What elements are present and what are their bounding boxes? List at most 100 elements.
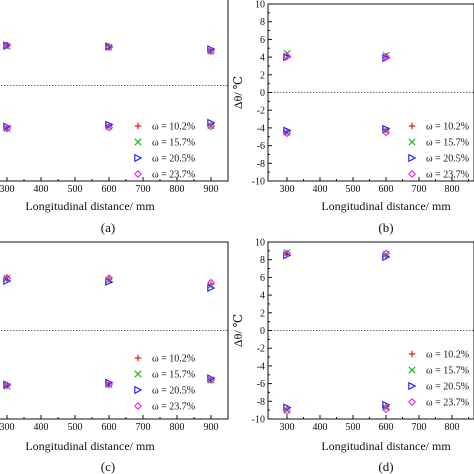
x-tick-label: 300: [0, 422, 15, 433]
data-point-diamond: [382, 249, 390, 258]
y-tick-label: -4: [257, 123, 265, 134]
plot-frame: [0, 241, 229, 420]
legend-entry: ω = 15.7%: [152, 370, 195, 381]
legend-marker-triangle-right: [134, 153, 143, 163]
x-tick-label: 600: [379, 184, 394, 195]
legend-entry: ω = 10.2%: [152, 122, 195, 133]
legend-entry: ω = 23.7%: [152, 170, 195, 181]
y-tick-label: 0: [260, 88, 265, 99]
y-tick-label: 0: [260, 326, 265, 337]
y-axis-title: Δθ/ ℃: [231, 76, 245, 109]
data-point-diamond: [207, 278, 215, 287]
y-tick-label: 6: [260, 35, 265, 46]
legend-entry: ω = 23.7%: [426, 398, 469, 409]
data-point-diamond: [3, 124, 11, 133]
data-point-diamond: [105, 274, 113, 283]
data-point-diamond: [283, 129, 291, 138]
x-axis-title: Longitudinal distance/ mm: [321, 199, 451, 213]
x-tick-label: 400: [313, 184, 328, 195]
data-point-triangle-right: [283, 403, 292, 412]
legend-entry: ω = 20.5%: [426, 154, 469, 165]
legend-entry: ω = 23.7%: [152, 402, 195, 413]
x-tick-label: 400: [34, 184, 49, 195]
legend-marker-plus: [408, 350, 416, 358]
legend-marker-x: [408, 366, 416, 374]
legend: ω = 10.2% ω = 15.7% ω = 20.5% ω = 23.7%: [408, 350, 469, 409]
y-tick-label: 8: [260, 17, 265, 28]
data-point-triangle-right: [283, 126, 292, 135]
x-tick-label: 500: [68, 422, 83, 433]
data-point-triangle-right: [105, 120, 114, 129]
legend-entry: ω = 20.5%: [152, 386, 195, 397]
data-point-diamond: [3, 41, 11, 50]
x-tick-label: 500: [346, 422, 361, 433]
y-tick-label: 4: [260, 53, 265, 64]
y-tick-label: -2: [257, 344, 265, 355]
y-tick-label: -2: [257, 106, 265, 117]
data-point-diamond: [283, 249, 291, 258]
x-tick-label: 400: [34, 422, 49, 433]
x-axis-title: Longitudinal distance/ mm: [321, 439, 451, 453]
x-tick-label: 800: [445, 422, 460, 433]
y-tick-label: -8: [257, 397, 265, 408]
y-axis-title: Δθ/ ℃: [231, 314, 245, 347]
legend-marker-x: [134, 370, 142, 378]
legend: ω = 10.2% ω = 15.7% ω = 20.5% ω = 23.7%: [134, 354, 195, 413]
legend-entry: ω = 10.2%: [152, 354, 195, 365]
legend-marker-diamond: [134, 170, 142, 178]
panel-d: 300 400 500 600 700 800 -10 -8 -6 -4 -2 0 2 4 6 8 10 Δθ/ …: [231, 238, 474, 474]
legend-marker-diamond: [134, 402, 142, 410]
x-tick-label: 300: [0, 184, 15, 195]
legend-entry: ω = 15.7%: [152, 138, 195, 149]
x-tick-label: 600: [102, 184, 117, 195]
legend-entry: ω = 20.5%: [426, 382, 469, 393]
legend: ω = 10.2% ω = 15.7% ω = 20.5% ω = 23.7%: [408, 122, 469, 181]
y-tick-label: -6: [257, 379, 265, 390]
legend-marker-x: [408, 138, 416, 146]
x-tick-label: 800: [445, 184, 460, 195]
data-point-diamond: [207, 376, 215, 385]
x-tick-label: 300: [280, 184, 295, 195]
legend-marker-plus: [134, 354, 142, 362]
y-tick-label: -10: [252, 415, 265, 426]
legend-entry: ω = 10.2%: [426, 350, 469, 361]
x-tick-label: 900: [204, 422, 219, 433]
x-tick-label: 500: [68, 184, 83, 195]
x-tick-label: 300: [280, 422, 295, 433]
legend-marker-plus: [408, 122, 416, 130]
legend-entry: ω = 10.2%: [426, 122, 469, 133]
data-point-triangle-right: [207, 118, 216, 127]
data-point-diamond: [105, 43, 113, 52]
x-tick-label: 600: [379, 422, 394, 433]
plot-frame: [0, 0, 229, 182]
data-point-diamond: [283, 407, 291, 416]
data-point-diamond: [207, 47, 215, 56]
x-tick-label: 700: [412, 422, 427, 433]
x-tick-label: 700: [136, 422, 151, 433]
legend-entry: ω = 15.7%: [426, 138, 469, 149]
legend-marker-triangle-right: [408, 153, 417, 163]
panel-label: (a): [101, 220, 115, 235]
data-point-triangle-right: [105, 277, 114, 286]
legend-marker-x: [134, 138, 142, 146]
data-point-diamond: [283, 52, 291, 61]
y-tick-label: 8: [260, 255, 265, 266]
data-point-diamond: [3, 381, 11, 390]
data-point-diamond: [382, 405, 390, 414]
y-tick-label: -8: [257, 159, 265, 170]
data-point-diamond: [105, 123, 113, 132]
legend-marker-triangle-right: [408, 381, 417, 391]
x-tick-label: 500: [346, 184, 361, 195]
x-tick-label: 700: [412, 184, 427, 195]
y-tick-label: 4: [260, 291, 265, 302]
legend-entry: ω = 23.7%: [426, 170, 469, 181]
data-point-diamond: [382, 53, 390, 62]
x-axis-title: Longitudinal distance/ mm: [25, 439, 155, 453]
x-tick-label: 900: [204, 184, 219, 195]
legend-entry: ω = 20.5%: [152, 154, 195, 165]
legend-marker-diamond: [408, 398, 416, 406]
data-point-diamond: [207, 122, 215, 131]
x-tick-label: 400: [313, 422, 328, 433]
y-tick-label: -6: [257, 141, 265, 152]
